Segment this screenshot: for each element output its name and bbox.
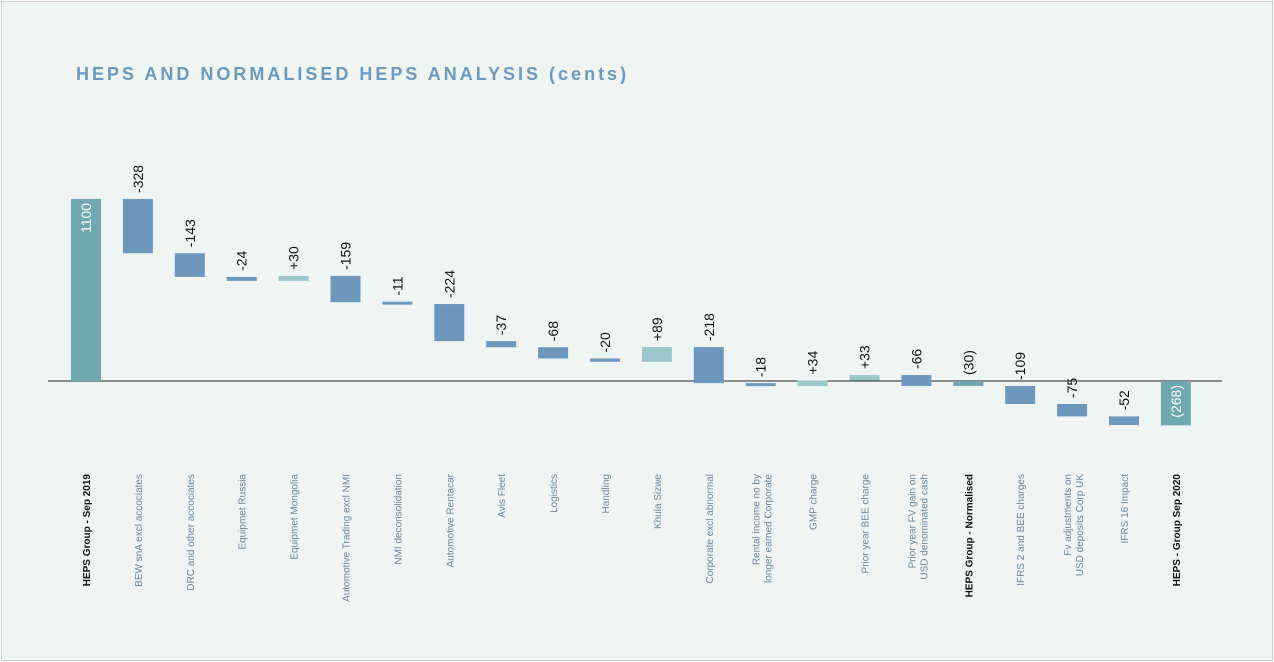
value-label-13: -18: [753, 357, 769, 377]
value-label-10: -20: [597, 332, 613, 352]
value-label-20: -52: [1116, 390, 1132, 410]
value-label-16: -66: [908, 349, 924, 369]
chart-title: HEPS AND NORMALISED HEPS ANALYSIS (cents…: [76, 64, 630, 84]
value-label-11: +89: [649, 317, 665, 341]
value-label-18: -109: [1012, 352, 1028, 380]
value-label-3: -24: [234, 250, 250, 270]
bar-1: [122, 198, 153, 254]
bar-0: [71, 198, 101, 381]
bar-16: [901, 375, 932, 386]
category-label-5: Automotive Trading excl NMI: [342, 474, 353, 602]
value-label-19: -75: [1064, 378, 1080, 398]
value-label-1: -328: [130, 165, 146, 193]
category-label-9: Logistics: [549, 474, 560, 513]
category-label-19: Fv adjustments onUSD deposits Corp UK: [1063, 474, 1086, 577]
category-label-11: Khula Sizwe: [653, 474, 664, 529]
category-label-0: HEPS Group - Sep 2019: [82, 474, 93, 587]
value-label-0: 1100: [78, 203, 94, 233]
value-label-7: -224: [441, 270, 457, 298]
value-label-2: -143: [182, 219, 198, 247]
bar-14: [797, 380, 828, 387]
bar-10: [590, 358, 620, 362]
category-label-8: Avis Fleet: [497, 474, 508, 518]
bar-12: [693, 347, 724, 384]
value-label-12: -218: [701, 313, 717, 341]
category-label-14: GMP charge: [809, 474, 820, 530]
category-label-16: Prior year FV gain onUSD denominated cas…: [907, 474, 930, 580]
category-label-2: DRC and other accociates: [186, 474, 197, 591]
value-label-8: -37: [493, 315, 509, 335]
category-label-17: HEPS Group - Normalised: [964, 474, 975, 597]
bar-5: [330, 275, 361, 303]
category-label-12: Corporate excl abnormal: [705, 474, 716, 584]
bar-18: [1005, 385, 1036, 405]
bar-21: [1160, 381, 1191, 426]
value-label-14: +34: [805, 351, 821, 375]
category-label-7: Automotive Rentacar: [445, 473, 456, 567]
bar-17: [953, 381, 984, 386]
value-label-15: +33: [857, 345, 873, 369]
category-label-10: Handling: [601, 474, 612, 513]
category-label-1: BEW snA excl accociates: [134, 474, 145, 587]
bar-2: [174, 253, 205, 277]
bar-8: [486, 341, 517, 348]
value-label-21: (268): [1168, 385, 1184, 418]
bar-9: [538, 347, 569, 359]
bar-4: [278, 275, 309, 281]
value-label-4: +30: [286, 246, 302, 270]
bar-7: [434, 304, 465, 342]
value-label-9: -68: [545, 321, 561, 341]
bar-20: [1109, 416, 1139, 426]
category-label-6: NMI deconsolidation: [393, 474, 404, 565]
bar-15: [849, 375, 880, 381]
value-label-6: -11: [389, 276, 405, 295]
category-label-18: IFRS 2 and BEE charges: [1016, 474, 1027, 586]
bar-6: [382, 301, 413, 305]
category-label-13: Rental income no bylonger earned Corpora…: [752, 474, 775, 583]
value-label-5: -159: [338, 242, 354, 270]
bar-3: [226, 276, 257, 281]
category-label-20: IFRS 16 Impact: [1120, 474, 1131, 544]
category-label-3: Equipmet Russia: [238, 474, 249, 550]
category-label-4: Equipmet Mongolia: [290, 474, 301, 560]
category-label-15: Prior year BEE charge: [861, 474, 872, 574]
bar-13: [745, 383, 776, 387]
category-label-21: HEPS - Group Sep 2020: [1172, 474, 1183, 587]
bar-11: [641, 347, 672, 362]
value-label-17: (30): [960, 350, 976, 375]
bar-19: [1057, 404, 1088, 417]
